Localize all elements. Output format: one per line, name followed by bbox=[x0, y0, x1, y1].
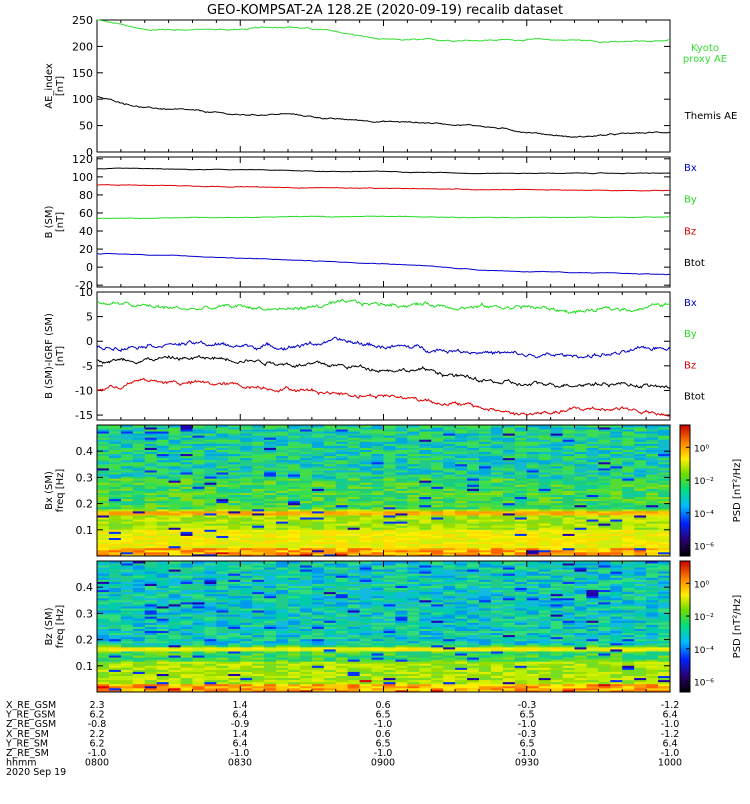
ae-legend-kyoto: Kyoto bbox=[691, 43, 719, 54]
bsm-ylabel: [nT] bbox=[55, 212, 66, 232]
bsm-legend-btot: Btot bbox=[684, 258, 705, 269]
dbsm-frame bbox=[97, 292, 670, 420]
bsm-ylabel: B (SM) bbox=[44, 205, 55, 238]
ae-ytick-label: 50 bbox=[79, 120, 93, 133]
bsm-legend-bz: Bz bbox=[684, 226, 696, 237]
bsm-ytick-label: 0 bbox=[86, 261, 93, 274]
bx_spec-colorbar-tick-label: 10⁻⁴ bbox=[694, 510, 714, 520]
dbsm-ylabel: B (SM)-IGRF (SM) bbox=[44, 313, 55, 399]
dbsm-ytick-label: -15 bbox=[75, 409, 93, 422]
bsm-series-bx bbox=[97, 253, 670, 274]
bx_spec-colorbar-label: PSD [nT²/Hz] bbox=[732, 459, 743, 523]
dbsm-legend-bx: Bx bbox=[684, 298, 697, 309]
ae-ytick-label: 100 bbox=[72, 93, 93, 106]
dbsm-ytick-label: 0 bbox=[86, 335, 93, 348]
ae-ylabel: [nT] bbox=[55, 76, 66, 96]
dbsm-legend-bz: Bz bbox=[684, 360, 696, 371]
bsm-ytick-label: 80 bbox=[79, 189, 93, 202]
ae-ytick-label: 200 bbox=[72, 40, 93, 53]
bsm-legend-by: By bbox=[684, 195, 697, 206]
dbsm-series-bx bbox=[97, 337, 670, 358]
bx_spec-colorbar-tick-label: 10⁻⁶ bbox=[694, 543, 714, 553]
dbsm-ytick-label: 5 bbox=[86, 311, 93, 324]
dbsm-series-bz bbox=[97, 378, 670, 416]
bx_spec-ylabel: Bx (SM) bbox=[44, 471, 55, 510]
bx_spec-ytick-label: 0.1 bbox=[76, 524, 94, 537]
ae-legend-themis: Themis AE bbox=[684, 111, 738, 122]
bx_spec-ytick-label: 0.3 bbox=[76, 471, 94, 484]
bx_spec-heatmap bbox=[97, 425, 670, 556]
bsm-series-by bbox=[97, 216, 670, 219]
bx_spec-colorbar-tick-label: 10⁰ bbox=[694, 444, 709, 454]
chart-title: GEO-KOMPSAT-2A 128.2E (2020-09-19) recal… bbox=[207, 3, 563, 18]
ae-ytick-label: 250 bbox=[72, 14, 93, 27]
bsm-ytick-label: 100 bbox=[72, 171, 93, 184]
ae-legend-kyoto: proxy AE bbox=[683, 54, 727, 65]
dbsm-ytick-label: 10 bbox=[79, 286, 93, 299]
dbsm-series-by bbox=[97, 299, 670, 313]
bsm-ytick-label: 20 bbox=[79, 243, 93, 256]
dbsm-legend-by: By bbox=[684, 329, 697, 340]
dbsm-legend-btot: Btot bbox=[684, 392, 705, 403]
bz_spec-heatmap bbox=[97, 561, 670, 692]
dbsm-ytick-label: -5 bbox=[82, 360, 93, 373]
bsm-ytick-label: 60 bbox=[79, 207, 93, 220]
bx_spec-ytick-label: 0.4 bbox=[76, 445, 94, 458]
ae-ytick-label: 150 bbox=[72, 67, 93, 80]
bsm-ytick-label: 40 bbox=[79, 225, 93, 238]
bx_spec-ylabel: freq [Hz] bbox=[55, 469, 66, 513]
dbsm-ytick-label: -10 bbox=[75, 384, 93, 397]
bx_spec-colorbar-tick-label: 10⁻² bbox=[694, 477, 714, 487]
bsm-legend-bx: Bx bbox=[684, 163, 697, 174]
bsm-ytick-label: 120 bbox=[72, 153, 93, 166]
bsm-frame bbox=[97, 157, 670, 287]
ae-series-themis-ae bbox=[97, 97, 670, 138]
bsm-series-bz bbox=[97, 185, 670, 191]
bx_spec-colorbar bbox=[680, 425, 690, 556]
bx_spec-ytick-label: 0.2 bbox=[76, 498, 94, 511]
bsm-series-btot bbox=[97, 168, 670, 174]
dbsm-ylabel: [nT] bbox=[55, 346, 66, 366]
ae-ylabel: AE_index bbox=[44, 63, 55, 109]
